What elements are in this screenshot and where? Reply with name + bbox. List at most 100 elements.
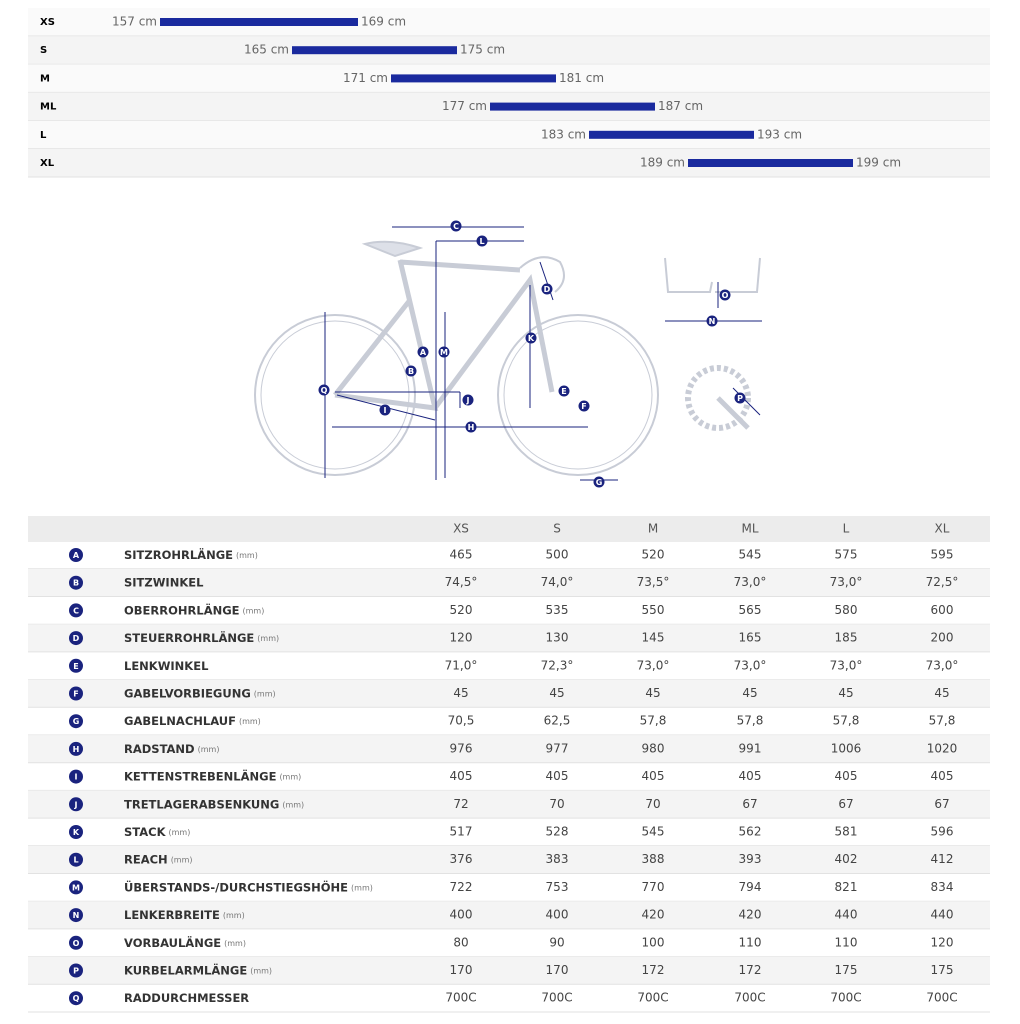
name: LENKWINKEL <box>124 658 209 672</box>
cell: 72 <box>453 797 468 811</box>
cell: 440 <box>835 908 858 922</box>
cell: 73,0° <box>830 575 863 589</box>
cell: 977 <box>546 741 569 755</box>
unit: (mm) <box>198 744 220 753</box>
diagram-badge <box>450 220 462 232</box>
row-name: GABELNACHLAUF (mm) <box>124 714 261 728</box>
row-name: VORBAULÄNGE (mm) <box>124 934 246 949</box>
unit: (mm) <box>236 551 258 560</box>
name: STACK <box>124 825 167 839</box>
cell: 67 <box>934 797 949 811</box>
diagram-badge <box>578 400 590 412</box>
cell: 580 <box>835 603 858 617</box>
cell: 700C <box>926 991 957 1005</box>
cell: 412 <box>931 852 954 866</box>
diagram-letter: P <box>737 394 743 403</box>
letter-badge <box>69 908 83 923</box>
cell: 405 <box>835 769 858 783</box>
row-name: SITZROHRLÄNGE (mm) <box>124 547 258 562</box>
size-range-bar <box>292 46 457 55</box>
cell: 145 <box>642 631 665 645</box>
min-label: 177 cm <box>442 99 487 113</box>
row-name: STACK (mm) <box>124 825 190 839</box>
letter: N <box>73 911 80 920</box>
row-name: LENKERBREITE (mm) <box>124 908 245 922</box>
cell: 575 <box>835 548 858 562</box>
cell: 405 <box>546 769 569 783</box>
diagram-letter: G <box>596 478 603 487</box>
cell: 1020 <box>927 741 958 755</box>
diagram-letter: M <box>440 348 448 357</box>
diagram-badge <box>318 384 330 396</box>
cell: 175 <box>931 963 954 977</box>
cell: 400 <box>450 908 473 922</box>
letter-badge <box>69 852 83 867</box>
cell: 520 <box>450 603 473 617</box>
cell: 393 <box>739 852 762 866</box>
cell: 74,0° <box>541 575 574 589</box>
name: SITZROHRLÄNGE <box>124 547 233 562</box>
cell: 45 <box>453 686 468 700</box>
size-row-bg <box>28 36 990 65</box>
cell: 73,0° <box>926 658 959 672</box>
letter: Q <box>73 994 80 1003</box>
diagram-badge <box>525 332 537 344</box>
cell: 420 <box>739 908 762 922</box>
cell: 405 <box>450 769 473 783</box>
diagram-badge <box>593 476 605 488</box>
letter: G <box>73 717 80 726</box>
letter-badge <box>69 769 83 784</box>
cell: 73,0° <box>734 658 767 672</box>
cell: 57,8 <box>737 714 764 728</box>
row-name: RADSTAND (mm) <box>124 741 219 755</box>
unit: (mm) <box>243 606 265 615</box>
cell: 600 <box>931 603 954 617</box>
cell: 73,0° <box>830 658 863 672</box>
diagram-badge <box>417 346 429 358</box>
name: LENKERBREITE <box>124 908 220 922</box>
diagram-letter: F <box>581 402 586 411</box>
cell: 70 <box>549 797 564 811</box>
row-bg <box>28 956 990 985</box>
cell: 73,0° <box>637 658 670 672</box>
name: KURBELARMLÄNGE <box>124 962 247 977</box>
letter: D <box>73 634 80 643</box>
letter-badge <box>69 631 83 646</box>
cell: 991 <box>739 741 762 755</box>
column-header: L <box>843 522 850 536</box>
min-label: 171 cm <box>343 71 388 85</box>
unit: (mm) <box>250 966 272 975</box>
row-name: OBERROHRLÄNGE (mm) <box>124 602 264 617</box>
column-header: S <box>553 522 561 536</box>
size-label: XS <box>40 17 55 28</box>
cell: 722 <box>450 880 473 894</box>
min-label: 189 cm <box>640 156 685 170</box>
cell: 57,8 <box>833 714 860 728</box>
unit: (mm) <box>224 938 246 947</box>
unit: (mm) <box>257 634 279 643</box>
cell: 376 <box>450 852 473 866</box>
cell: 1006 <box>831 741 862 755</box>
row-bg <box>28 845 990 874</box>
letter: A <box>73 551 80 560</box>
diagram-badge <box>476 235 488 247</box>
cell: 80 <box>453 935 468 949</box>
size-range-bar <box>688 159 853 167</box>
letter-badge <box>69 741 83 756</box>
cell: 405 <box>739 769 762 783</box>
size-range-bar <box>391 74 556 83</box>
cell: 383 <box>546 852 569 866</box>
name: OBERROHRLÄNGE <box>124 602 240 617</box>
row-bg <box>28 624 990 652</box>
letter-badge <box>69 825 83 839</box>
size-label: L <box>40 130 47 141</box>
cell: 130 <box>546 631 569 645</box>
diagram-badge <box>719 289 731 301</box>
row-bg <box>28 568 990 597</box>
unit: (mm) <box>279 772 301 781</box>
letter: M <box>72 883 80 892</box>
letter-badge <box>69 548 83 562</box>
column-header: XS <box>453 522 469 536</box>
column-header: XL <box>935 522 950 536</box>
cell: 465 <box>450 548 473 562</box>
